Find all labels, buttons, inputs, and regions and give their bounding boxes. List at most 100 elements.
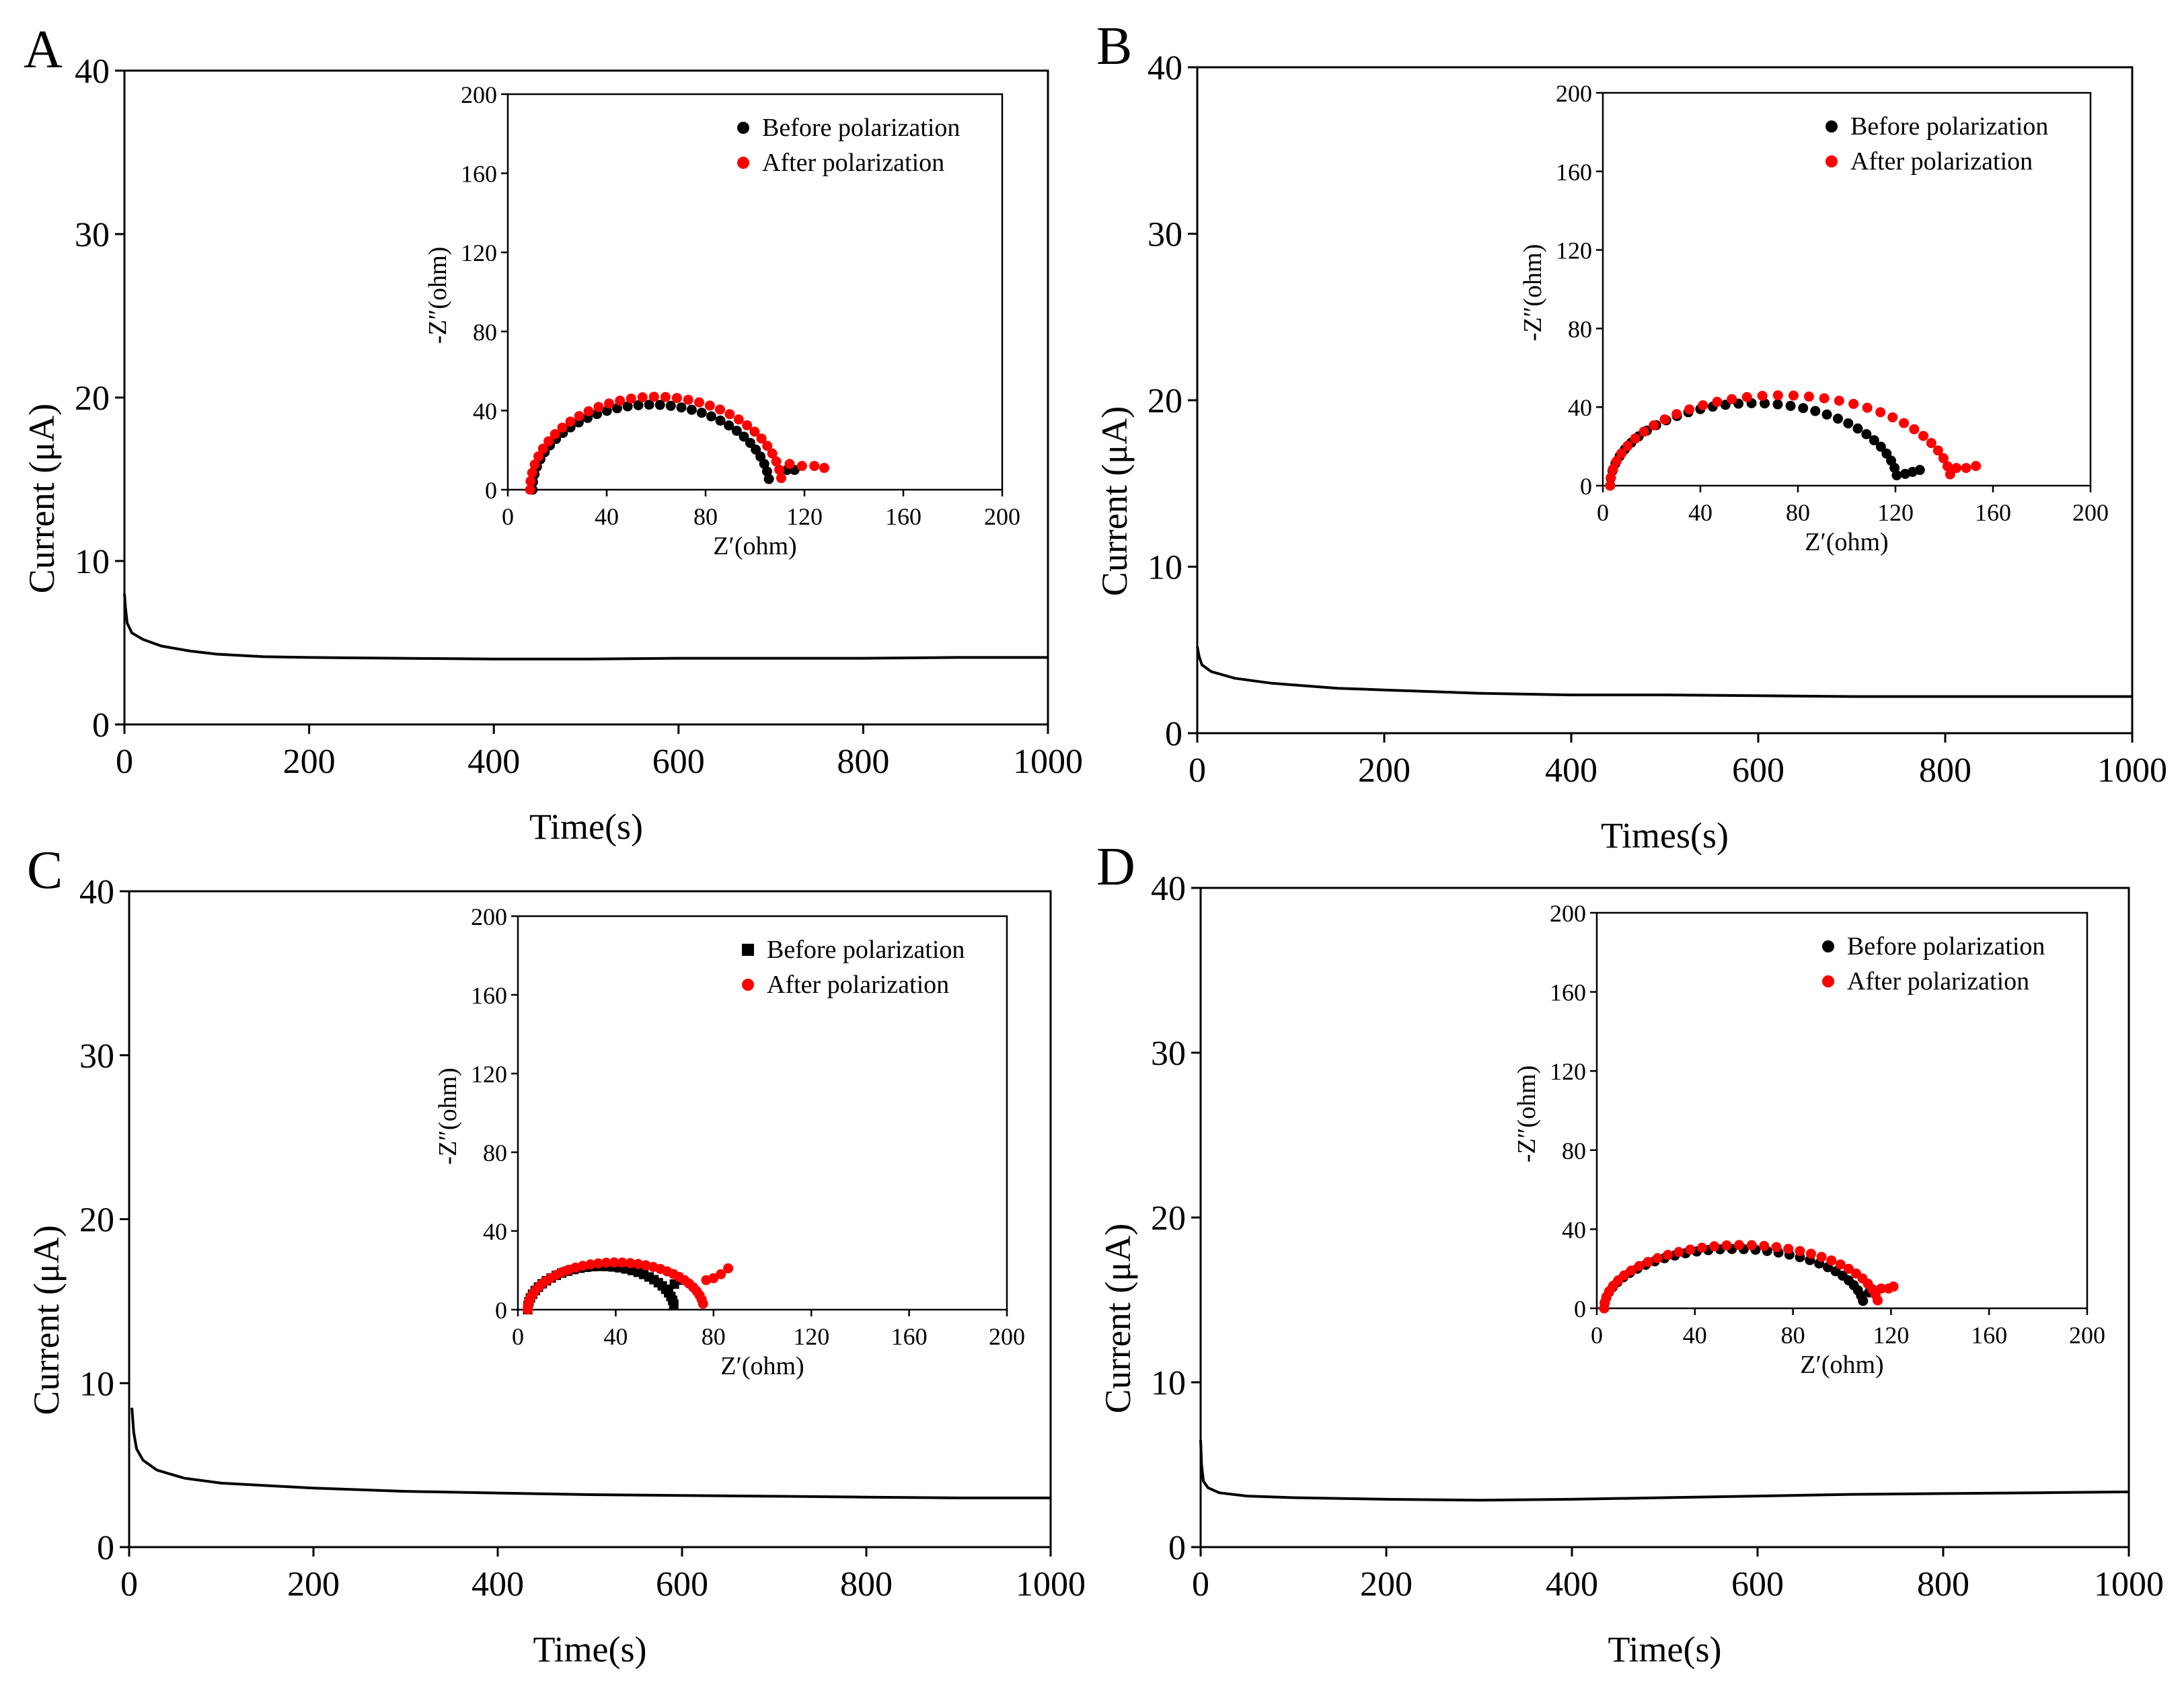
data-point (583, 406, 594, 416)
y-axis-label: Current (μA) (22, 404, 62, 593)
data-point (1795, 1246, 1805, 1257)
data-point (693, 397, 704, 408)
data-point (1918, 430, 1929, 441)
inset-y-tick-label: 160 (471, 982, 507, 1009)
data-point (1875, 441, 1886, 452)
data-point (1926, 438, 1936, 449)
data-point (676, 402, 687, 413)
inset-x-tick-label: 200 (989, 1323, 1025, 1350)
x-tick-label: 200 (283, 743, 336, 781)
legend-marker-after (742, 979, 754, 991)
inset-y-tick-label: 80 (1568, 315, 1592, 342)
y-tick-label: 10 (1147, 549, 1182, 587)
inset-x-tick-label: 80 (693, 503, 718, 530)
data-point (1671, 409, 1682, 420)
panel-d: D0 200 400 600 800 1000010203040Time(s)Curren… (1096, 837, 2164, 1670)
data-point (1649, 420, 1659, 430)
data-point (1909, 424, 1920, 435)
inset-series-after (525, 391, 829, 495)
data-point (1673, 1246, 1684, 1257)
data-point (1639, 426, 1649, 437)
data-point (1783, 1244, 1794, 1255)
x-tick-label: 600 (1731, 1565, 1784, 1604)
inset-y-axis-label: -Z″(ohm) (1513, 1065, 1541, 1163)
inset-x-tick-label: 80 (1781, 1322, 1805, 1349)
legend-marker-after (1825, 155, 1838, 167)
inset-x-tick-label: 80 (1786, 499, 1810, 526)
data-point (609, 1257, 619, 1268)
x-tick-label: 0 (1189, 751, 1206, 790)
data-point (1803, 391, 1814, 402)
legend-label-after: After polarization (762, 149, 944, 177)
data-point (756, 433, 767, 444)
inset-frame (506, 93, 1004, 491)
inset-x-tick-label: 0 (1591, 1322, 1603, 1349)
data-point (1663, 1250, 1673, 1261)
data-point (706, 411, 717, 422)
data-point (1643, 1257, 1653, 1267)
data-point (723, 1263, 734, 1274)
data-point (1771, 1242, 1782, 1252)
data-point (585, 1259, 596, 1270)
data-point (617, 1257, 628, 1268)
data-point (724, 409, 735, 420)
legend-marker-after (737, 157, 749, 169)
inset-y-tick-label: 120 (461, 239, 497, 266)
inset-y-tick-label: 80 (483, 1139, 507, 1166)
data-point (742, 420, 753, 430)
data-point (660, 391, 671, 402)
legend-label-before: Before polarization (1850, 112, 2048, 141)
data-point (1608, 464, 1618, 475)
data-point (543, 436, 554, 447)
data-point (1685, 1244, 1696, 1255)
inset-x-tick-label: 40 (1683, 1322, 1707, 1349)
data-point (1810, 406, 1821, 416)
x-tick-label: 200 (287, 1565, 340, 1604)
data-point (1759, 1240, 1770, 1251)
data-point (574, 411, 585, 422)
data-point (593, 402, 604, 412)
y-tick-label: 0 (1165, 715, 1182, 753)
x-tick-label: 600 (1732, 751, 1784, 790)
data-point (1971, 461, 1982, 472)
inset-x-tick-label: 40 (603, 1323, 628, 1350)
x-tick-label: 400 (467, 743, 520, 781)
data-point (1634, 1261, 1645, 1271)
data-point (1862, 402, 1873, 413)
legend-label-before: Before polarization (1847, 932, 2045, 961)
current-series-line (123, 593, 1048, 661)
data-point (761, 466, 772, 477)
data-point (1819, 393, 1830, 404)
data-point (1741, 391, 1752, 402)
data-point (1861, 428, 1872, 439)
x-tick-label: 1000 (2094, 1565, 2164, 1604)
panel-letter: B (1096, 17, 1132, 76)
data-point (1816, 1252, 1827, 1263)
data-point (716, 1269, 726, 1279)
panel-letter: C (27, 841, 63, 900)
y-tick-label: 40 (79, 873, 114, 911)
data-point (796, 461, 807, 472)
data-point (1616, 448, 1627, 459)
data-point (1821, 409, 1832, 420)
data-point (671, 393, 682, 404)
current-series-line (1196, 646, 2132, 698)
x-tick-label: 800 (840, 1565, 893, 1604)
data-point (1951, 463, 1962, 474)
inset-x-tick-label: 40 (595, 503, 619, 530)
y-axis-label: Current (μA) (1094, 406, 1135, 596)
x-tick-label: 0 (1192, 1565, 1209, 1604)
data-point (1914, 465, 1925, 476)
inset-y-tick-label: 200 (461, 81, 497, 108)
data-point (1961, 463, 1971, 474)
data-point (1858, 1296, 1869, 1306)
x-tick-label: 0 (116, 743, 133, 781)
data-point (1684, 404, 1695, 415)
inset-x-tick-label: 160 (891, 1323, 928, 1350)
y-tick-label: 30 (1147, 216, 1182, 254)
data-point (1888, 1281, 1899, 1292)
inset-x-tick-label: 120 (1873, 1322, 1909, 1349)
x-tick-label: 1000 (2097, 751, 2167, 790)
inset-x-tick-label: 0 (502, 503, 514, 530)
y-tick-label: 0 (92, 706, 110, 745)
